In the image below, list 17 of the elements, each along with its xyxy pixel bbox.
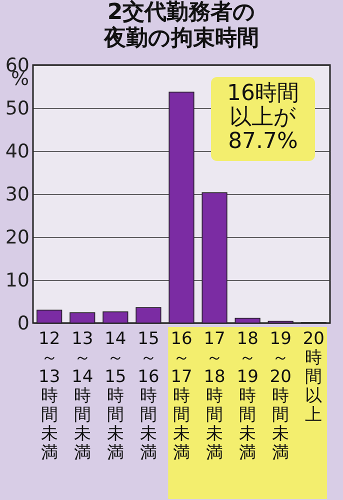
y-tick-label: 10 bbox=[5, 270, 30, 292]
x-tick-label: 17～18時間未満 bbox=[204, 329, 226, 463]
x-tick-label: 18～19時間未満 bbox=[236, 329, 258, 463]
y-tick-label: 50 bbox=[5, 98, 30, 120]
annotation: 16時間以上が87.7% bbox=[227, 81, 299, 154]
x-tick-label: 14～15時間未満 bbox=[104, 329, 126, 463]
x-tick-label: 13～14時間未満 bbox=[72, 329, 94, 463]
chart-title: 2交代勤務者の夜勤の拘束時間 bbox=[103, 0, 259, 51]
x-tick-label: 15～16時間未満 bbox=[138, 329, 160, 463]
x-tick-label: 19～20時間未満 bbox=[270, 329, 292, 463]
x-tick-label: 12～13時間未満 bbox=[38, 329, 60, 463]
y-tick-label: 30 bbox=[5, 184, 30, 206]
x-tick-label: 20時間以上 bbox=[302, 329, 324, 425]
y-tick-label: 20 bbox=[5, 226, 30, 248]
y-tick-label: 0 bbox=[17, 312, 30, 334]
y-tick-label: 40 bbox=[5, 140, 30, 162]
x-tick-label: 16～17時間未満 bbox=[170, 329, 192, 463]
